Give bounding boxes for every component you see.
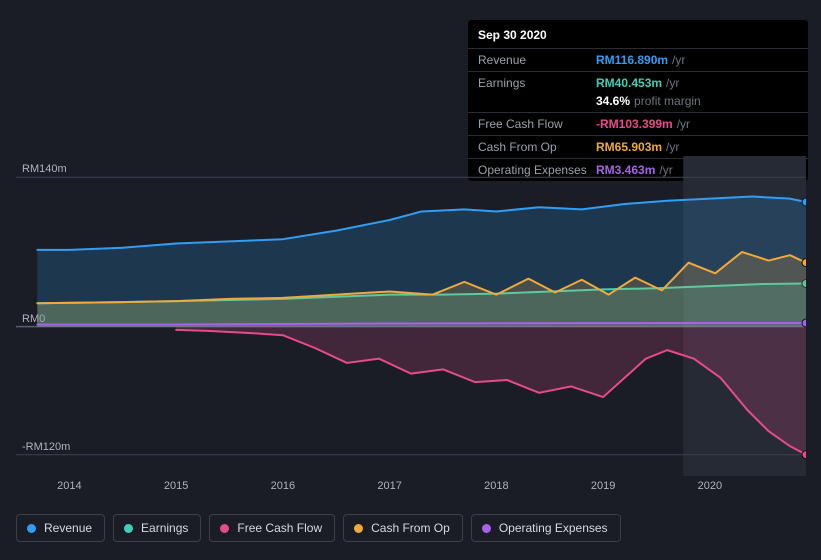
x-axis-label: 2015 xyxy=(164,480,188,492)
tooltip-row-suffix: /yr xyxy=(677,117,690,131)
legend-label: Revenue xyxy=(44,521,92,535)
x-axis-label: 2018 xyxy=(484,480,508,492)
legend-label: Operating Expenses xyxy=(499,521,608,535)
legend-item[interactable]: Free Cash Flow xyxy=(209,514,335,542)
legend-dot-icon xyxy=(27,524,36,533)
legend-label: Cash From Op xyxy=(371,521,450,535)
legend-label: Free Cash Flow xyxy=(237,521,322,535)
tooltip-row: Free Cash Flow-RM103.399m/yr xyxy=(468,112,808,135)
tooltip-row-suffix: /yr xyxy=(666,76,679,90)
tooltip-row: Cash From OpRM65.903m/yr xyxy=(468,135,808,158)
tooltip-row-value: RM65.903m xyxy=(596,140,662,154)
x-axis-label: 2016 xyxy=(271,480,295,492)
tooltip-row: RevenueRM116.890m/yr xyxy=(468,48,808,71)
tooltip-row-suffix: /yr xyxy=(666,140,679,154)
tooltip-row-value: RM40.453m xyxy=(596,76,662,90)
tooltip-row-label: Cash From Op xyxy=(478,140,596,154)
legend-item[interactable]: Revenue xyxy=(16,514,105,542)
legend-dot-icon xyxy=(482,524,491,533)
tooltip-row-value: RM116.890m xyxy=(596,53,668,67)
tooltip-row-label: Free Cash Flow xyxy=(478,117,596,131)
financials-chart xyxy=(16,156,806,476)
x-axis-label: 2014 xyxy=(57,480,81,492)
x-axis-label: 2019 xyxy=(591,480,615,492)
tooltip-date: Sep 30 2020 xyxy=(468,20,808,48)
legend-item[interactable]: Operating Expenses xyxy=(471,514,621,542)
x-axis-label: 2017 xyxy=(377,480,401,492)
tooltip-row: EarningsRM40.453m/yr xyxy=(468,71,808,94)
legend-item[interactable]: Cash From Op xyxy=(343,514,463,542)
chart-legend: Revenue Earnings Free Cash Flow Cash From O… xyxy=(16,514,621,542)
legend-dot-icon xyxy=(354,524,363,533)
x-axis-label: 2020 xyxy=(698,480,722,492)
tooltip-row-suffix: profit margin xyxy=(634,94,701,108)
tooltip-row-suffix: /yr xyxy=(672,53,685,67)
legend-dot-icon xyxy=(220,524,229,533)
legend-label: Earnings xyxy=(141,521,188,535)
legend-dot-icon xyxy=(124,524,133,533)
tooltip-row-label: Earnings xyxy=(478,76,596,90)
tooltip-row-value: -RM103.399m xyxy=(596,117,673,131)
tooltip-row-label: Revenue xyxy=(478,53,596,67)
tooltip-row-value: 34.6% xyxy=(596,94,630,108)
x-axis: 2014 2015 2016 2017 2018 2019 2020 xyxy=(16,480,806,500)
legend-item[interactable]: Earnings xyxy=(113,514,201,542)
tooltip-row: 34.6% profit margin xyxy=(468,94,808,112)
